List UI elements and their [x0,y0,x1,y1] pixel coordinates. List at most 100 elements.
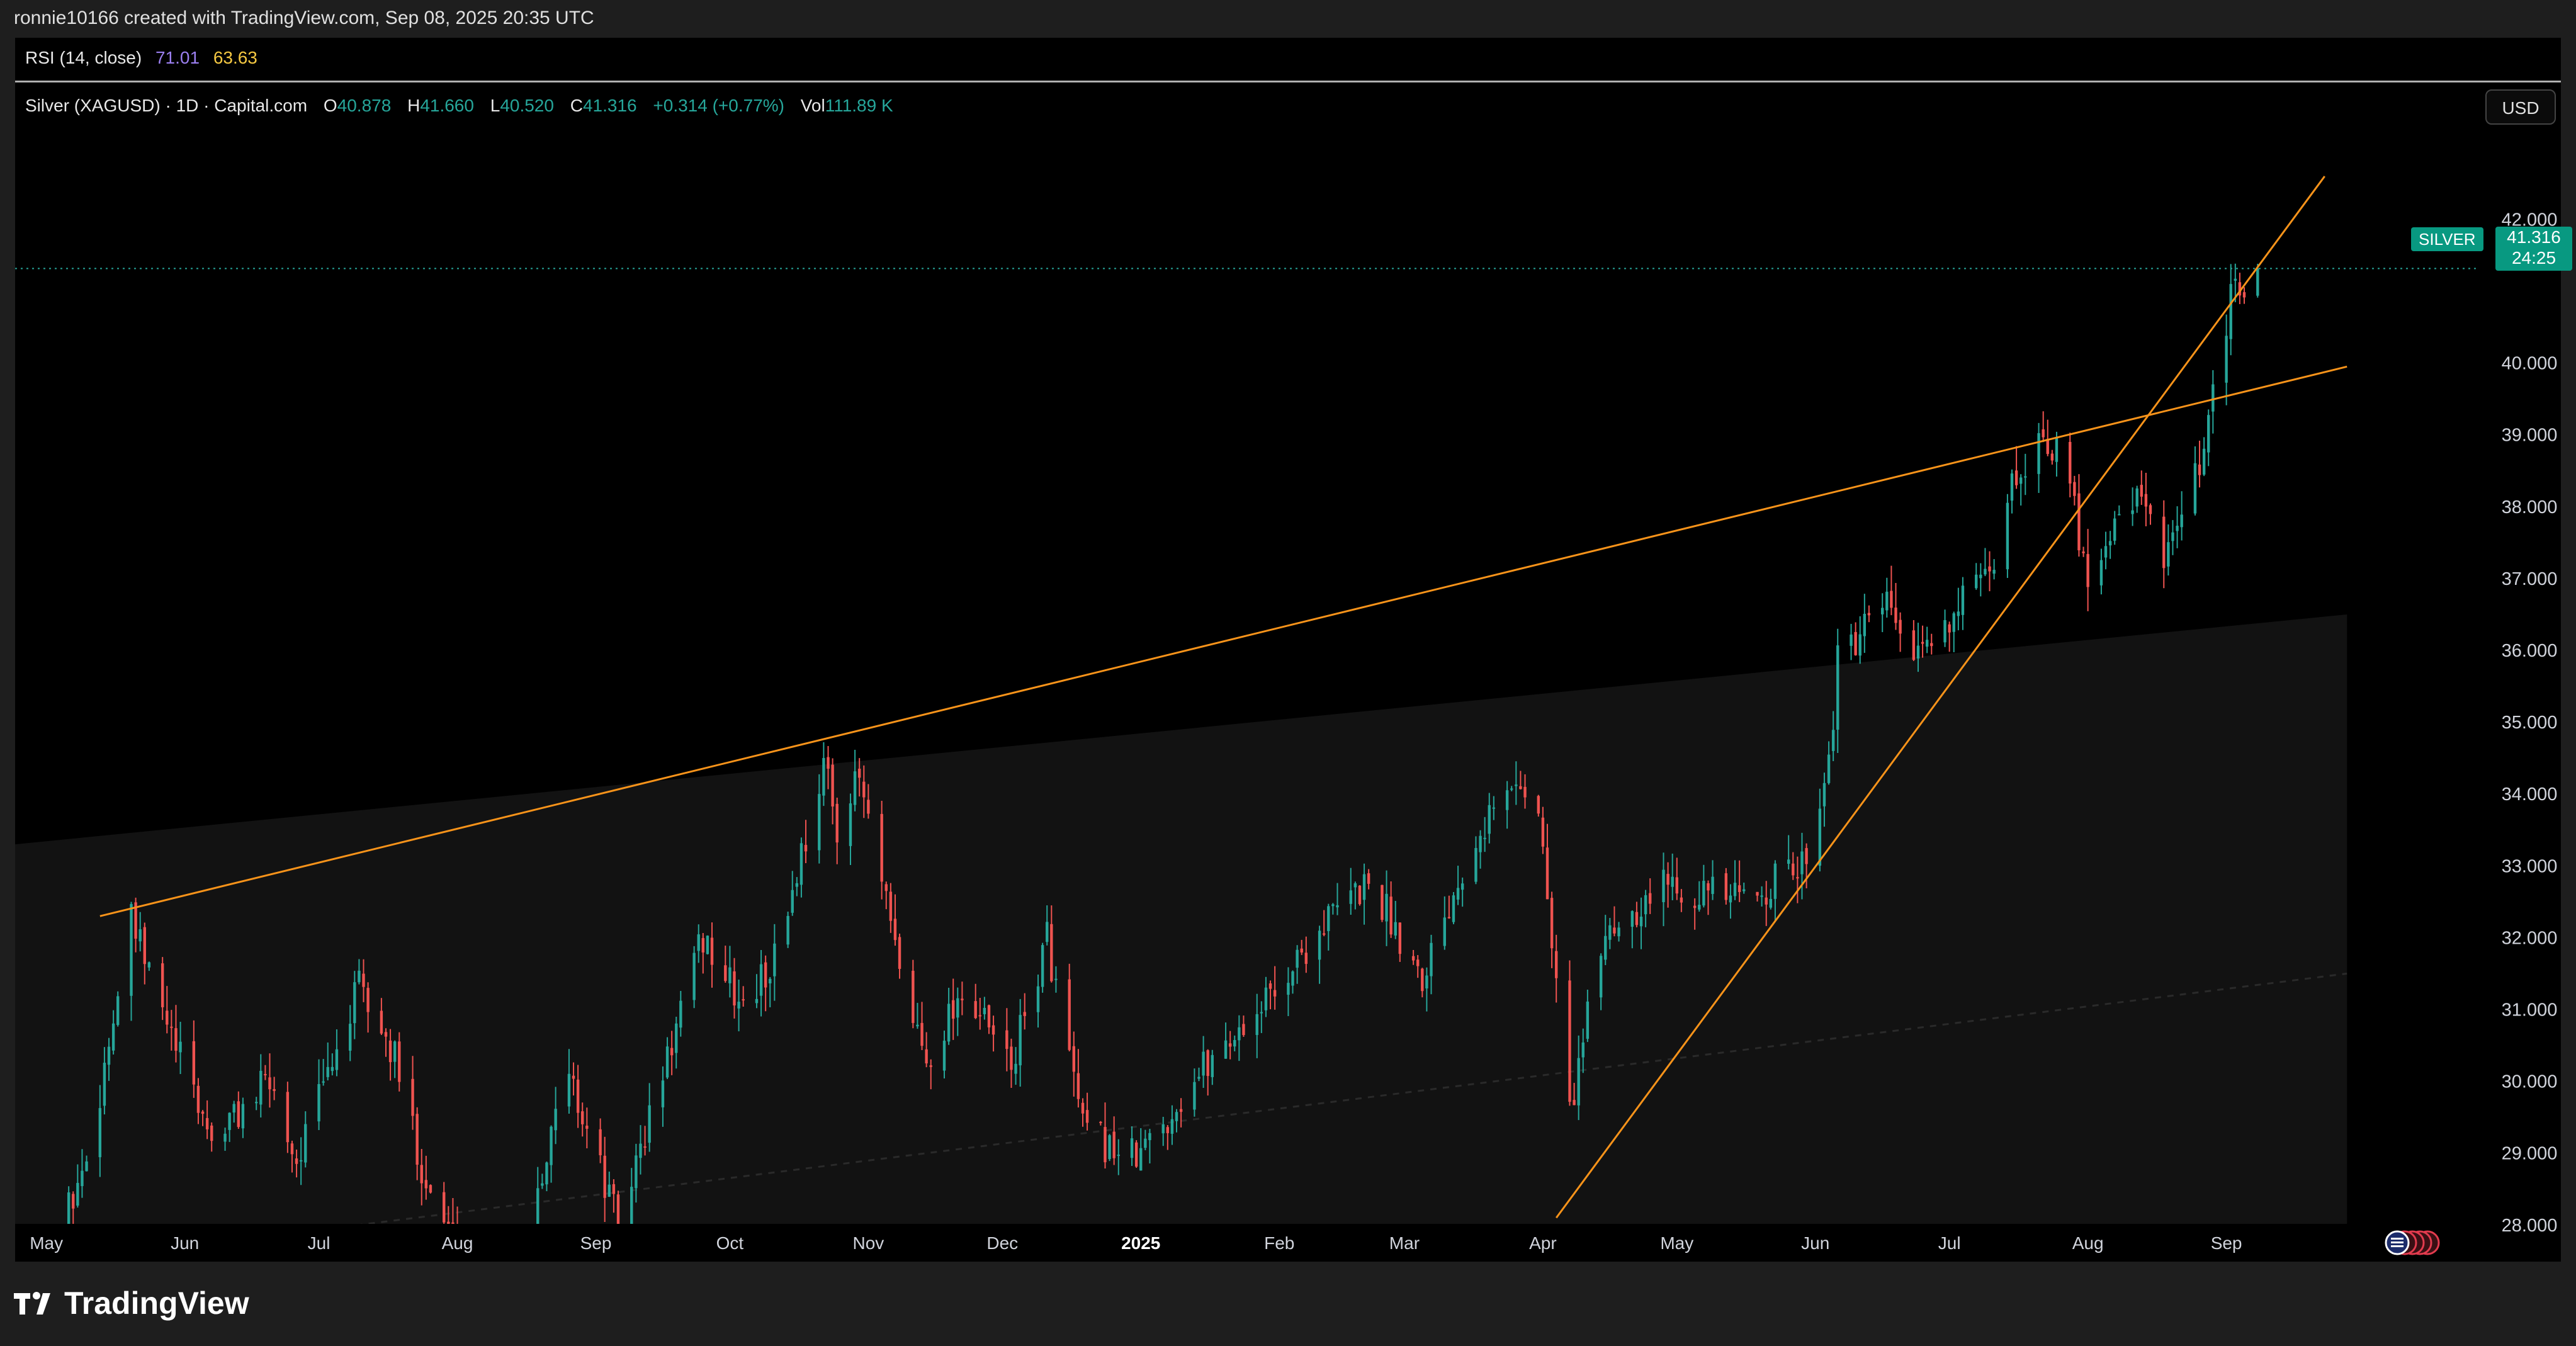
candle-body [1019,1015,1022,1066]
candle-body [1296,949,1299,968]
candle-body [81,1170,84,1187]
price-axis-background[interactable] [2477,82,2561,1259]
price-chart[interactable]: 28.000 29.000 30.000 31.000 32.000 33.000 34.0… [15,38,2561,1262]
candle-body [2046,439,2049,455]
candle-body [1863,614,1867,636]
candle-body [1568,980,1571,1102]
candle-body [961,998,964,1000]
candle-body [1076,1073,1080,1099]
high-label: H [407,96,421,115]
candle-body [1671,876,1674,887]
candle-body [1961,585,1965,615]
candle-body [550,1126,553,1165]
symbol-tag: SILVER [2411,227,2483,251]
candle-body [880,813,883,882]
currency-button[interactable]: USD [2485,89,2556,125]
candle-body [733,971,736,1006]
candle-body [1161,1124,1165,1134]
candle-body [728,967,732,983]
candle-body [2144,494,2148,507]
candle-body [942,1041,946,1071]
candle-body [1144,1138,1147,1148]
candle-body [1649,893,1652,904]
candle-body [1693,905,1697,908]
candle-body [616,1194,620,1231]
candle-body [1630,911,1634,927]
candle-body [773,943,776,976]
price-tick-label: 40.000 [2502,354,2558,374]
candle-body [912,970,915,1023]
candle-body [1537,796,1540,814]
candle-body [1394,922,1397,936]
candle-body [2086,554,2089,587]
pane-separator[interactable] [15,81,2561,82]
candle-body [862,781,866,798]
candle-body [2118,514,2121,516]
trendlines-layer[interactable] [99,176,2347,1219]
candle-body [697,934,700,951]
candle-body [1425,975,1428,989]
chart-frame[interactable]: 28.000 29.000 30.000 31.000 32.000 33.000 34.0… [15,38,2572,1262]
time-tick-label: Jun [171,1233,199,1253]
candle-body [635,1155,638,1189]
candle-body [2055,438,2059,462]
symbol-title[interactable]: Silver (XAGUSD) · 1D · Capital.com [25,96,308,115]
candle-body [2108,541,2112,546]
candle-body [1228,1043,1232,1047]
time-axis[interactable]: May Jun Jul Aug Sep Oct Nov Dec 2025 Feb Mar Apr May… [30,1233,2242,1253]
candle-body [1769,898,1773,908]
symbol-legend[interactable]: Silver (XAGUSD) · 1D · Capital.com O40.8… [25,96,893,116]
price-tick-label: 34.000 [2502,784,2558,805]
candle-body [228,1112,231,1130]
candle-body [1675,877,1678,894]
candle-body [889,891,893,921]
price-tick-label: 35.000 [2502,713,2558,733]
candle-body [1179,1109,1183,1112]
candle-body [1447,917,1451,919]
time-tick-label: Mar [1389,1233,1420,1253]
candle-body [791,890,794,913]
candle-body [2113,518,2116,541]
candle-body [1541,817,1545,847]
rsi-legend[interactable]: RSI (14, close) 71.01 63.63 [25,48,257,68]
candle-body [898,937,901,969]
candle-body [2149,505,2152,514]
candle-body [1805,848,1808,864]
candle-body [818,794,821,851]
candle-body [1206,1050,1209,1077]
candle-body [853,771,857,805]
candle-body [692,953,696,1000]
candle-body [670,1048,674,1056]
candle-body [1711,876,1714,894]
candle-body [1760,895,1763,897]
candle-body [661,1080,665,1107]
candle-body [1881,608,1884,614]
candle-body [1765,897,1768,905]
price-axis[interactable]: 28.000 29.000 30.000 31.000 32.000 33.000 34.0… [2502,210,2558,1235]
candle-body [536,1188,539,1226]
candle-body [1367,873,1370,884]
candle-body [1300,948,1303,953]
low-value: 40.520 [500,96,554,115]
close-value: 41.316 [582,96,637,115]
candle-body [317,1083,320,1122]
trendline[interactable] [1555,176,2325,1219]
candle-body [1273,990,1277,997]
candle-body [599,1129,602,1155]
candle-body [607,1184,611,1197]
candle-body [398,1041,401,1082]
events-flag-icon[interactable] [2383,1229,2441,1257]
candle-body [581,1111,584,1124]
candle-body [1729,895,1732,903]
tradingview-logo[interactable]: TradingView [14,1284,249,1322]
candle-body [447,1221,450,1225]
candle-body [1698,905,1701,910]
candle-body [1724,873,1728,900]
trendline[interactable] [99,365,2347,917]
candle-body [1930,643,1933,647]
candle-body [2242,292,2246,298]
candle-body [98,1108,102,1158]
open-label: O [323,96,337,115]
candle-body [179,1041,182,1053]
time-axis-background[interactable] [15,1224,2477,1262]
